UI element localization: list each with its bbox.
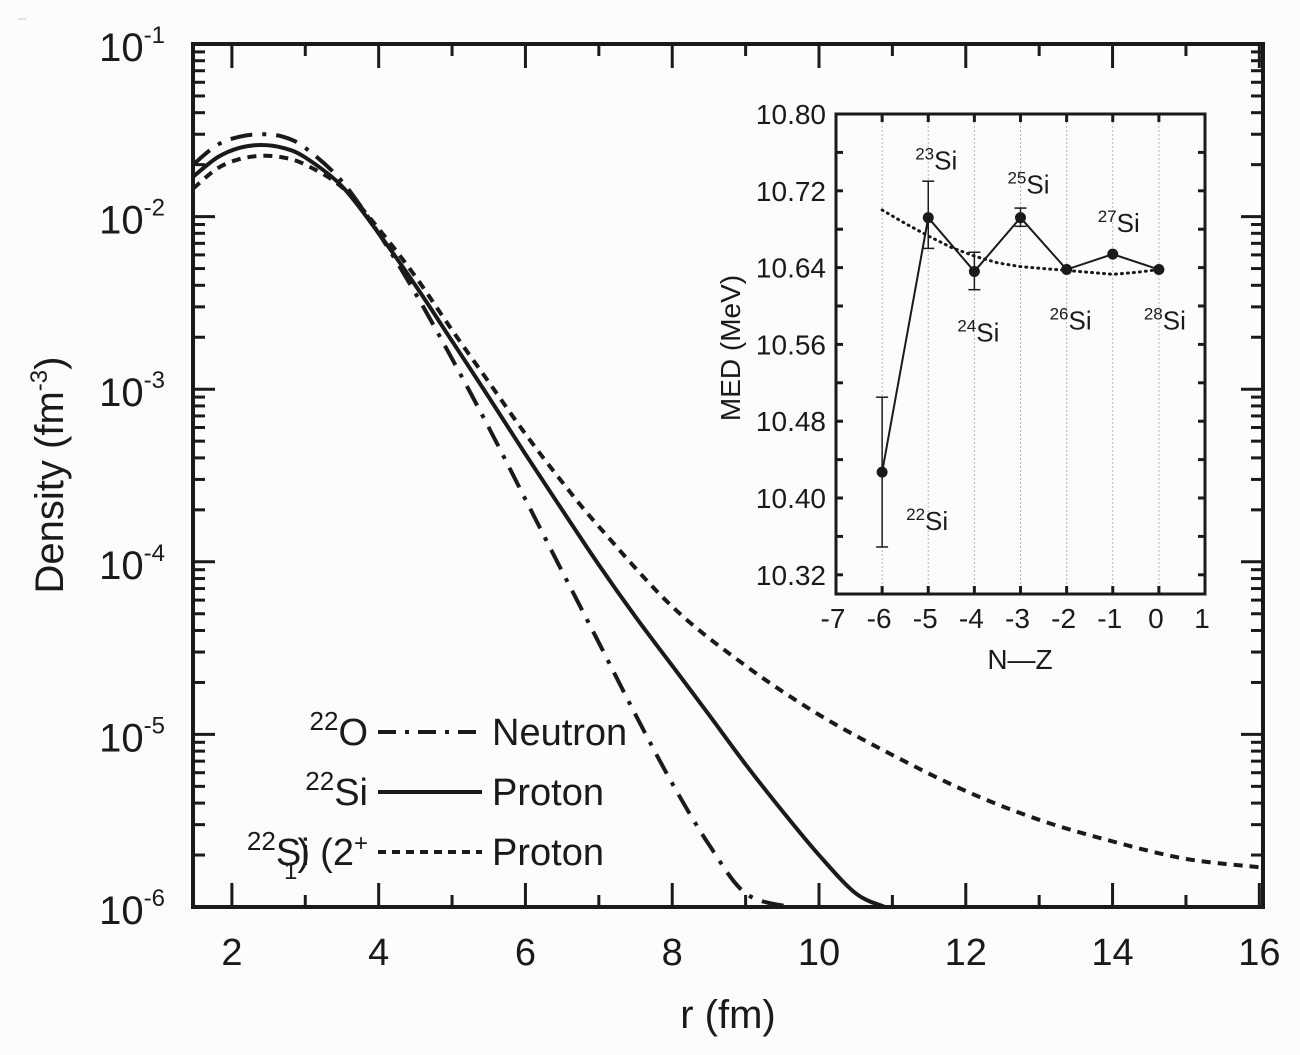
inset-y-tick-label: 10.72	[756, 176, 826, 207]
inset-x-tick-label: 0	[1148, 603, 1164, 634]
inset-y-tick-label: 10.64	[756, 253, 826, 284]
inset-x-tick-label: -5	[913, 603, 938, 634]
y-tick-label: 10-5	[99, 712, 165, 760]
y-tick-label: 10-3	[99, 367, 165, 415]
inset-x-tick-label: -1	[1097, 603, 1122, 634]
x-tick-label: 12	[945, 932, 987, 974]
inset-y-tick-label: 10.32	[756, 560, 826, 591]
series-line-dashed	[193, 153, 1260, 870]
inset-y-tick-label: 10.40	[756, 483, 826, 514]
series-group	[193, 132, 1260, 907]
inset-data-point	[1153, 264, 1165, 276]
inset-x-tick-label: -3	[1005, 603, 1030, 634]
legend-nucleus-label: 22Si (2+ 1)	[247, 826, 368, 885]
inset-y-tick-label: 10.56	[756, 329, 826, 360]
inset-data-point	[1061, 264, 1073, 276]
inset-x-tick-label: 1	[1194, 603, 1210, 634]
inset-data-point	[1015, 212, 1026, 224]
series-line-solid	[193, 142, 886, 907]
inset-y-tick-label: 10.48	[756, 406, 826, 437]
y-axis-label: Density (fm-3)	[26, 357, 72, 594]
x-tick-label: 16	[1238, 932, 1280, 974]
x-tick-label: 4	[368, 932, 389, 974]
legend-series-label: Proton	[492, 772, 604, 814]
inset-point-label: 24Si	[957, 316, 999, 347]
x-axis-label: r (fm)	[680, 993, 776, 1037]
y-tick-label: 10-2	[99, 195, 165, 243]
legend-nucleus-label: 22Si	[305, 766, 368, 814]
inset-data-point	[876, 466, 888, 478]
series-line-dash-dot	[193, 132, 791, 907]
inset-x-axis-label: N—Z	[987, 644, 1052, 675]
x-tick-label: 14	[1091, 932, 1133, 974]
inset-x-tick-label: -6	[867, 603, 892, 634]
inset-plot: 22Si 23Si 24Si 25Si 26Si 27Si 28Si -7 -6 -5 -4 -3 -2…	[715, 99, 1210, 675]
inset-point-label: 23Si	[915, 145, 957, 176]
y-tick-label: 10-4	[99, 540, 165, 588]
inset-point-label: 26Si	[1050, 305, 1092, 336]
x-tick-label: 8	[662, 932, 683, 974]
inset-x-tick-label: -7	[821, 603, 846, 634]
inset-data-point	[1107, 248, 1119, 260]
inset-data-point	[968, 265, 980, 277]
y-tick-label: 10-1	[99, 22, 165, 70]
inset-x-tick-label: -2	[1051, 603, 1076, 634]
legend-series-label: Neutron	[492, 712, 627, 754]
inset-y-axis-label: MED (MeV)	[715, 275, 746, 421]
inset-x-tick-label: -4	[959, 603, 984, 634]
y-tick-label: 10-6	[99, 885, 165, 933]
main-frame	[191, 42, 1265, 909]
inset-data-point	[922, 212, 934, 224]
legend-series-label: Proton	[492, 832, 604, 874]
x-tick-label: 6	[515, 932, 536, 974]
inset-point-label: 27Si	[1098, 207, 1140, 238]
inset-point-label: 28Si	[1144, 305, 1186, 336]
inset-y-tick-label: 10.80	[756, 99, 826, 130]
x-tick-label: 10	[798, 932, 840, 974]
x-tick-label: 2	[221, 932, 242, 974]
inset-point-label: 25Si	[1007, 169, 1049, 200]
inset-point-label: 22Si	[906, 505, 948, 536]
legend-nucleus-label: 22O	[310, 706, 368, 754]
